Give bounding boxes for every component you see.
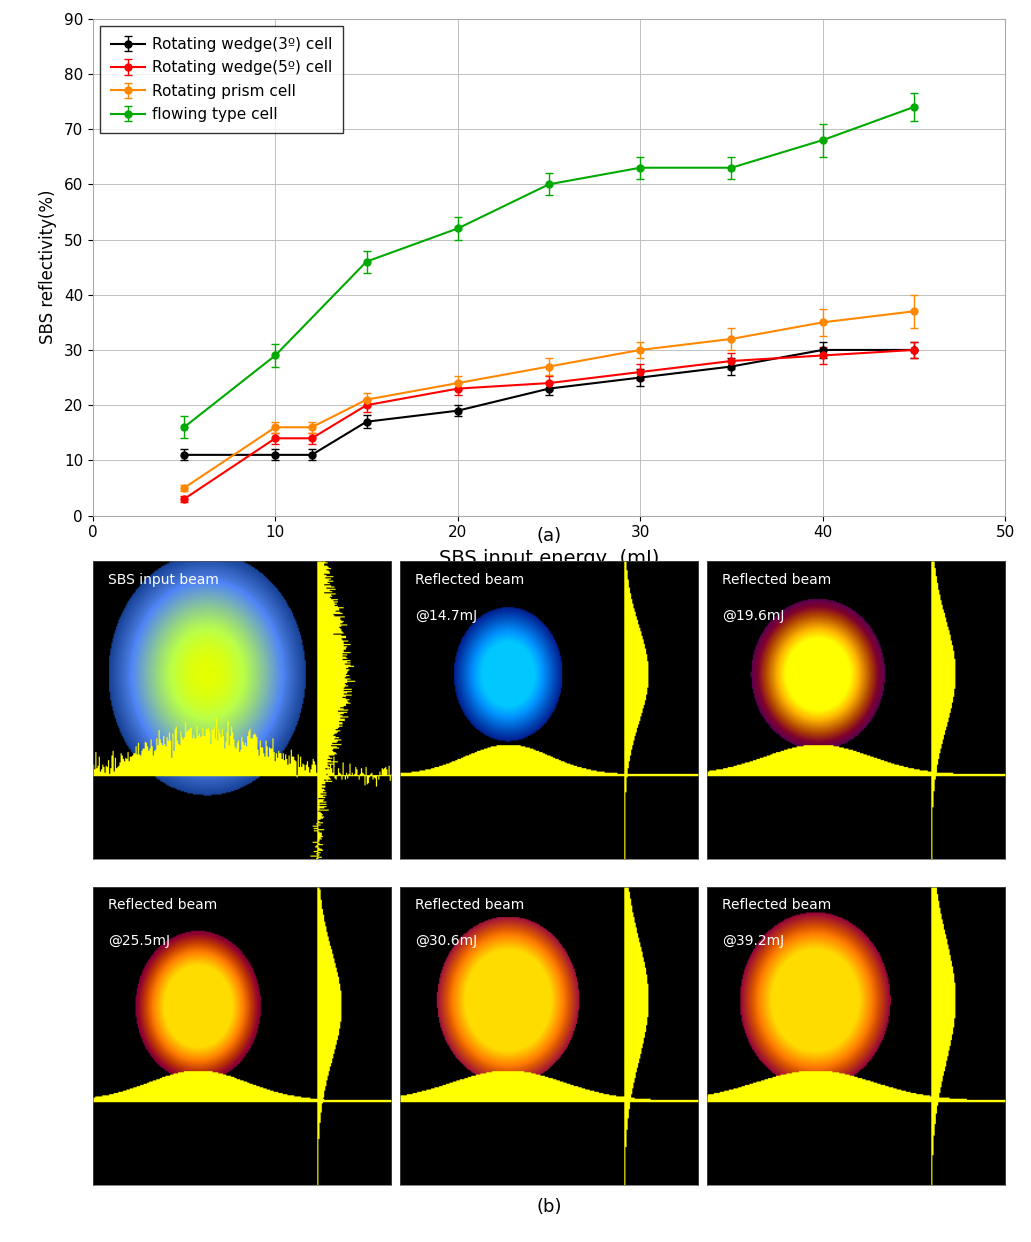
Text: @30.6mJ: @30.6mJ bbox=[414, 934, 477, 949]
Text: Reflected beam: Reflected beam bbox=[107, 898, 217, 913]
Text: @14.7mJ: @14.7mJ bbox=[414, 609, 477, 622]
Text: Reflected beam: Reflected beam bbox=[722, 898, 831, 913]
Text: SBS input beam: SBS input beam bbox=[107, 573, 219, 586]
Text: (a): (a) bbox=[536, 527, 562, 544]
Text: Reflected beam: Reflected beam bbox=[414, 573, 524, 586]
Text: Reflected beam: Reflected beam bbox=[722, 573, 831, 586]
X-axis label: SBS input energy  (mJ): SBS input energy (mJ) bbox=[439, 549, 659, 568]
Text: (b): (b) bbox=[536, 1197, 562, 1216]
Text: Reflected beam: Reflected beam bbox=[414, 898, 524, 913]
Y-axis label: SBS reflectivity(%): SBS reflectivity(%) bbox=[39, 190, 57, 344]
Text: @39.2mJ: @39.2mJ bbox=[722, 934, 785, 949]
Text: @19.6mJ: @19.6mJ bbox=[722, 609, 785, 622]
Text: @25.5mJ: @25.5mJ bbox=[107, 934, 170, 949]
Legend: Rotating wedge(3º) cell, Rotating wedge(5º) cell, Rotating prism cell, flowing t: Rotating wedge(3º) cell, Rotating wedge(… bbox=[100, 26, 343, 133]
